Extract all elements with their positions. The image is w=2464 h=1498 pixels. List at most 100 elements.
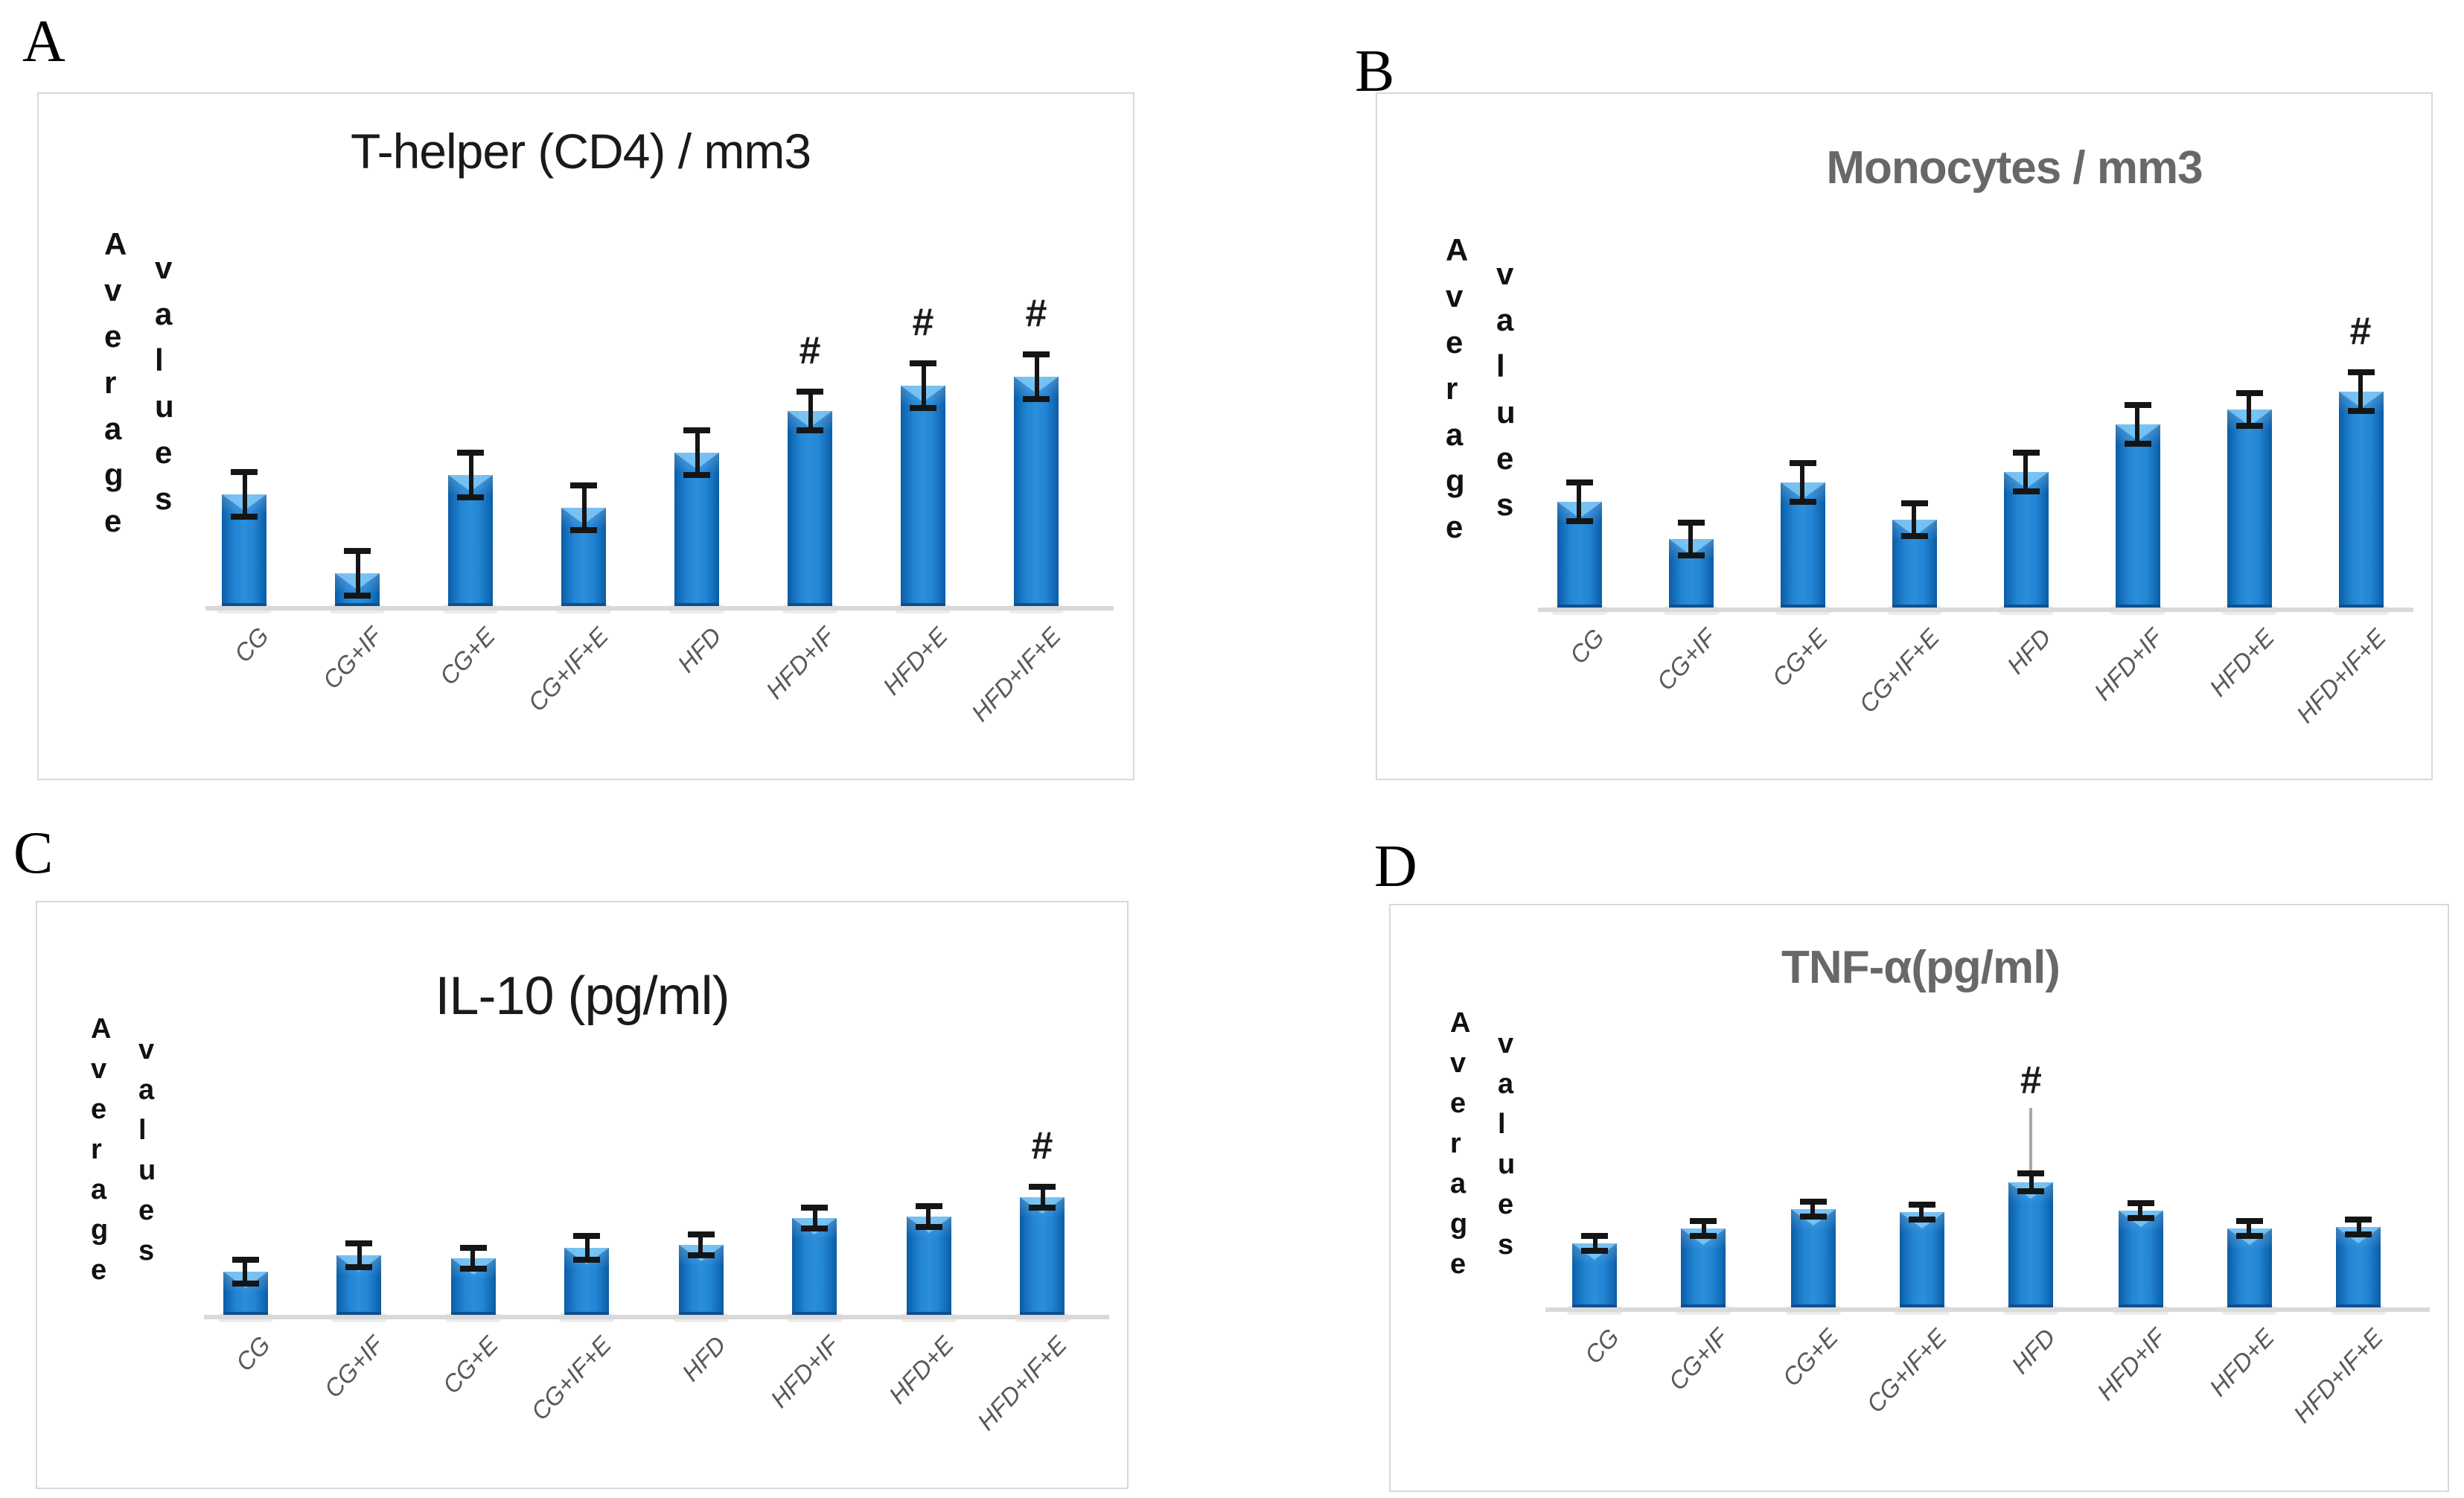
error-bar-bottom-cap: [2235, 423, 2262, 429]
y-axis-label-letter-values: e: [155, 436, 173, 471]
error-bar-bottom-cap: [2345, 1231, 2372, 1237]
y-axis-label-letter-average: v: [1450, 1048, 1466, 1080]
error-bar: [921, 360, 925, 411]
error-bar-top-cap: [1677, 520, 1704, 526]
error-bar: [2029, 1170, 2034, 1194]
error-bar-bottom-cap: [232, 1281, 258, 1287]
error-bar-bottom-cap: [687, 1252, 714, 1258]
y-axis-label-letter-average: g: [1446, 465, 1465, 499]
error-bar-bottom-cap: [570, 527, 597, 533]
error-bar-bottom-cap: [683, 472, 710, 478]
error-bar: [2138, 1200, 2142, 1221]
y-axis-label-letter-values: e: [1498, 1190, 1514, 1221]
x-tick-label-HFD+IF: HFD+IF: [2092, 1324, 2171, 1406]
error-bar-bottom-cap: [801, 1226, 828, 1231]
error-bar-bottom-cap: [910, 405, 936, 411]
error-bar-bottom-cap: [345, 1264, 372, 1270]
x-tick-label-HFD+E: HFD+E: [2204, 624, 2279, 702]
error-bar: [2358, 369, 2363, 414]
error-bar: [242, 469, 246, 520]
error-bar-bottom-cap: [344, 593, 371, 599]
bar-HFD+IF: [2118, 1211, 2163, 1307]
y-axis-label-letter-average: e: [1446, 326, 1464, 360]
y-axis-label-letter-values: s: [1498, 1230, 1514, 1261]
x-tick-label-CG+IF+E: CG+IF+E: [1862, 1324, 1953, 1419]
y-axis-label-letter-values: e: [1496, 442, 1514, 477]
error-bar-bottom-cap: [457, 494, 484, 500]
y-axis-label-letter-values: v: [138, 1035, 155, 1066]
x-axis-baseline: [1538, 608, 2413, 612]
x-tick-label-HFD+IF: HFD+IF: [2089, 624, 2168, 707]
error-bar-top-cap: [2235, 390, 2262, 396]
error-bar-bottom-cap: [1677, 552, 1704, 558]
error-bar-bottom-cap: [2124, 441, 2151, 447]
hash-leader-line: [2029, 1108, 2032, 1170]
error-bar-top-cap: [2235, 1218, 2263, 1224]
y-axis-label-letter-average: v: [1446, 280, 1464, 314]
error-bar: [584, 1233, 589, 1263]
error-bar: [1040, 1184, 1044, 1211]
y-axis-label-letter-average: A: [91, 1014, 112, 1045]
error-bar: [581, 482, 586, 533]
y-axis-label-letter-average: e: [104, 320, 122, 354]
error-bar-bottom-cap: [1900, 533, 1927, 539]
error-bar: [1701, 1218, 1706, 1239]
x-tick-label-HFD+IF: HFD+IF: [762, 622, 840, 705]
chart-title-t-helper: T-helper (CD4) / mm3: [350, 124, 811, 179]
error-bar-top-cap: [1799, 1199, 1827, 1205]
error-bar-top-cap: [1789, 460, 1816, 466]
y-axis-label-letter-average: A: [104, 228, 127, 262]
x-tick-label-CG+IF+E: CG+IF+E: [526, 1331, 617, 1427]
y-axis-label-letter-average: g: [1450, 1209, 1468, 1240]
error-bar-top-cap: [801, 1205, 828, 1211]
x-tick-label-CG+IF: CG+IF: [319, 1331, 389, 1403]
panel-label-a: A: [22, 7, 66, 74]
x-axis-baseline: [1545, 1307, 2430, 1312]
error-bar-top-cap: [232, 1257, 258, 1263]
error-bar-top-cap: [2345, 1217, 2372, 1223]
y-axis-label-letter-average: r: [1450, 1129, 1461, 1160]
bar-HFD+IF: [2115, 424, 2160, 608]
error-bar-bottom-cap: [1581, 1248, 1608, 1254]
error-bar-bottom-cap: [231, 514, 258, 520]
y-axis-label-letter-average: A: [1446, 234, 1469, 268]
y-axis-label-letter-values: e: [138, 1196, 155, 1227]
x-tick-label-CG: CG: [1580, 1324, 1625, 1370]
error-bar: [2356, 1217, 2361, 1237]
error-bar: [926, 1203, 931, 1230]
error-bar: [357, 1240, 361, 1270]
error-bar-bottom-cap: [2012, 488, 2039, 494]
x-tick-label-HFD+E: HFD+E: [878, 622, 954, 701]
error-bar-top-cap: [2127, 1200, 2154, 1206]
y-axis-label-letter-values: a: [155, 298, 173, 332]
error-bar: [1912, 500, 1916, 539]
bar-CG+IF: [1681, 1228, 1726, 1307]
error-bar-top-cap: [459, 1245, 486, 1251]
error-bar: [2247, 1218, 2252, 1239]
error-bar-top-cap: [797, 389, 823, 395]
error-bar-top-cap: [683, 427, 710, 433]
y-axis-label-letter-values: v: [1496, 258, 1514, 292]
hash-significance-annotation: #: [1025, 290, 1047, 335]
y-axis-label-letter-average: r: [104, 366, 117, 401]
y-axis-label-letter-values: l: [138, 1115, 147, 1147]
y-axis-label-letter-values: s: [155, 482, 173, 517]
x-tick-label-CG+IF: CG+IF: [1651, 624, 1721, 696]
y-axis-label-letter-values: u: [1498, 1150, 1516, 1181]
error-bar-top-cap: [915, 1203, 942, 1209]
y-axis-label-letter-values: s: [138, 1236, 155, 1267]
error-bar-bottom-cap: [1023, 396, 1050, 402]
error-bar-top-cap: [1565, 479, 1592, 485]
y-axis-label-letter-average: a: [1446, 418, 1464, 453]
chart-title-il10: IL-10 (pg/ml): [435, 965, 730, 1026]
y-axis-label-letter-values: a: [1496, 304, 1514, 338]
error-bar-bottom-cap: [573, 1257, 600, 1263]
error-bar: [1577, 479, 1581, 524]
hash-significance-annotation: #: [1031, 1123, 1053, 1167]
bar-HFD+IF+E: [1020, 1197, 1065, 1315]
y-axis-label-letter-values: u: [1496, 396, 1516, 430]
y-axis-label-letter-average: e: [1446, 511, 1464, 545]
bar-HFD: [2008, 1182, 2054, 1307]
